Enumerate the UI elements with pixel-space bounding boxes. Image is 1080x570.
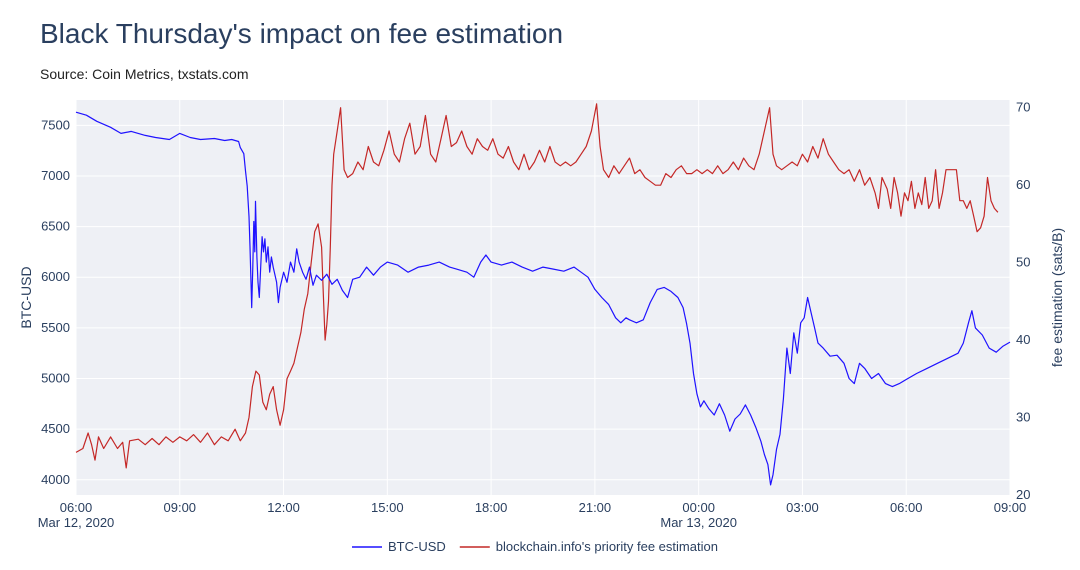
series-line-btc-usd <box>75 111 1011 486</box>
y-left-tick-label: 7000 <box>41 168 70 183</box>
y-left-tick-label: 4000 <box>41 472 70 487</box>
x-tick-label: 09:00 <box>164 500 197 515</box>
y-left-tick-label: 4500 <box>41 421 70 436</box>
x-tick-label: 12:00 <box>267 500 300 515</box>
y-left-tick-label: 5500 <box>41 320 70 335</box>
x-tick-date: Mar 12, 2020 <box>38 515 115 530</box>
y-left-tick-label: 7500 <box>41 117 70 132</box>
x-tick-label: 18:00 <box>475 500 508 515</box>
y-axis-left-title: BTC-USD <box>18 266 34 328</box>
chart-title: Black Thursday's impact on fee estimatio… <box>40 18 564 49</box>
series-line-fee-estimation <box>75 103 999 469</box>
y-left-tick-label: 6500 <box>41 219 70 234</box>
x-tick-label: 03:00 <box>786 500 819 515</box>
series-layer <box>75 103 1011 486</box>
y-axis-left: 4000 4500 5000 5500 6000 6500 7000 7500 <box>41 117 70 486</box>
y-right-tick-label: 60 <box>1016 177 1030 192</box>
y-left-tick-label: 5000 <box>41 371 70 386</box>
x-tick-label: 15:00 <box>371 500 404 515</box>
x-tick-label: 06:00 <box>890 500 923 515</box>
y-axis-right: 20 30 40 50 60 70 <box>1016 100 1030 502</box>
y-left-tick-label: 6000 <box>41 269 70 284</box>
x-tick-label: 21:00 <box>579 500 612 515</box>
x-tick-label: 09:00 <box>994 500 1027 515</box>
grid-lines <box>75 100 1011 495</box>
x-tick-date: Mar 13, 2020 <box>660 515 737 530</box>
y-right-tick-label: 30 <box>1016 410 1030 425</box>
chart-subtitle: Source: Coin Metrics, txstats.com <box>40 66 249 82</box>
legend-item-label: BTC-USD <box>388 539 446 554</box>
y-right-tick-label: 70 <box>1016 100 1030 115</box>
y-right-tick-label: 20 <box>1016 487 1030 502</box>
x-tick-label: 06:00 <box>60 500 93 515</box>
x-tick-label: 00:00 <box>682 500 715 515</box>
y-right-tick-label: 50 <box>1016 255 1030 270</box>
y-right-tick-label: 40 <box>1016 332 1030 347</box>
legend-item-label: blockchain.info's priority fee estimatio… <box>496 539 718 554</box>
y-axis-right-title: fee estimation (sats/B) <box>1049 228 1065 367</box>
legend: BTC-USD blockchain.info's priority fee es… <box>352 539 718 554</box>
